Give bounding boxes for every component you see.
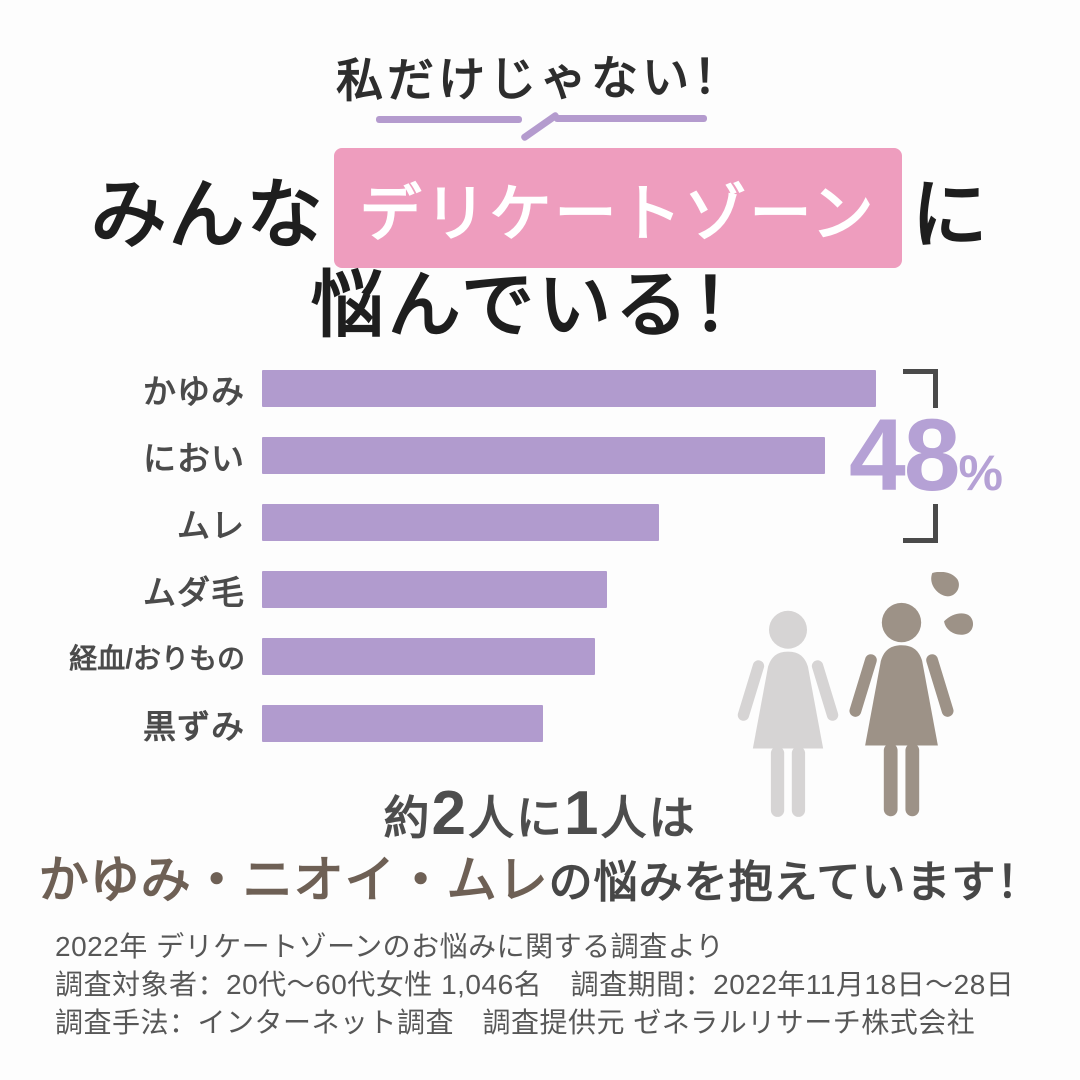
statement-seg2: 人に <box>468 792 564 844</box>
bar-row: 経血/おりもの <box>40 638 1040 675</box>
percent-value: 48 <box>849 398 960 512</box>
statement-highlight: かゆみ・ニオイ・ムレ <box>38 852 549 908</box>
underline-left-segment <box>376 116 522 123</box>
statement-line1: 約 2 人に 1 人は <box>0 778 1080 849</box>
bar-row: かゆみ <box>40 370 1040 410</box>
statement-seg1: 約 <box>383 792 432 844</box>
survey-note-line2: 調査対象者：20代～60代女性 1,046名 調査期間：2022年11月18日～… <box>55 969 1015 1000</box>
title-suffix: に <box>911 174 990 258</box>
bracket-top-icon <box>903 369 938 408</box>
percent-sign: % <box>958 445 1003 501</box>
bar-row: におい <box>40 437 1040 477</box>
statement-line2: かゆみ・ニオイ・ムレ の悩みを抱えています！ <box>0 840 1080 912</box>
bar-label: 黒ずみ <box>143 707 245 745</box>
statement-num2: 1 <box>564 779 601 848</box>
bar <box>262 705 543 742</box>
sweat-drops-icon <box>931 572 974 635</box>
woman-gray-icon <box>737 610 839 817</box>
survey-note-line3: 調査手法：インターネット調査 調査提供元 ゼネラルリサーチ株式会社 <box>55 1007 976 1038</box>
bar <box>262 571 607 608</box>
bracket-bottom-icon <box>903 504 938 543</box>
statement-num1: 2 <box>431 779 468 848</box>
statement-rest: の悩みを抱えています！ <box>548 858 1042 907</box>
survey-note-line1: 2022年 デリケートゾーンのお悩みに関する調査より <box>55 931 725 962</box>
bar-label: ムダ毛 <box>143 573 245 611</box>
bar-row: ムダ毛 <box>40 571 1040 611</box>
bar <box>262 370 876 407</box>
woman-brown-icon <box>849 602 954 817</box>
bar-label: におい <box>143 439 245 477</box>
catchphrase-text: 私だけじゃない！ <box>335 49 745 108</box>
bar-row: ムレ <box>40 504 1040 544</box>
statement-seg3: 人は <box>600 792 697 844</box>
main-title-line2: 悩んでいる！ <box>310 265 770 346</box>
bar <box>262 504 659 541</box>
underline-right-segment <box>554 115 707 122</box>
title-prefix: みんな <box>90 174 325 258</box>
title-highlight-pink-box: デリケートゾーン <box>333 148 903 268</box>
bar-label: かゆみ <box>143 372 245 410</box>
bar-row: 黒ずみ <box>40 705 1040 745</box>
bar-label: 経血/おりもの <box>69 642 245 674</box>
bar-chart: かゆみにおいムレムダ毛経血/おりもの黒ずみ <box>40 370 1040 772</box>
bar-label: ムレ <box>177 506 245 544</box>
main-title-line1: みんな デリケートゾーン に <box>0 148 1080 268</box>
percent-callout: 48 % <box>849 404 1003 506</box>
survey-source-note: 2022年 デリケートゾーンのお悩みに関する調査より 調査対象者：20代～60代… <box>55 928 1014 1042</box>
bar <box>262 437 825 474</box>
bar <box>262 638 595 675</box>
